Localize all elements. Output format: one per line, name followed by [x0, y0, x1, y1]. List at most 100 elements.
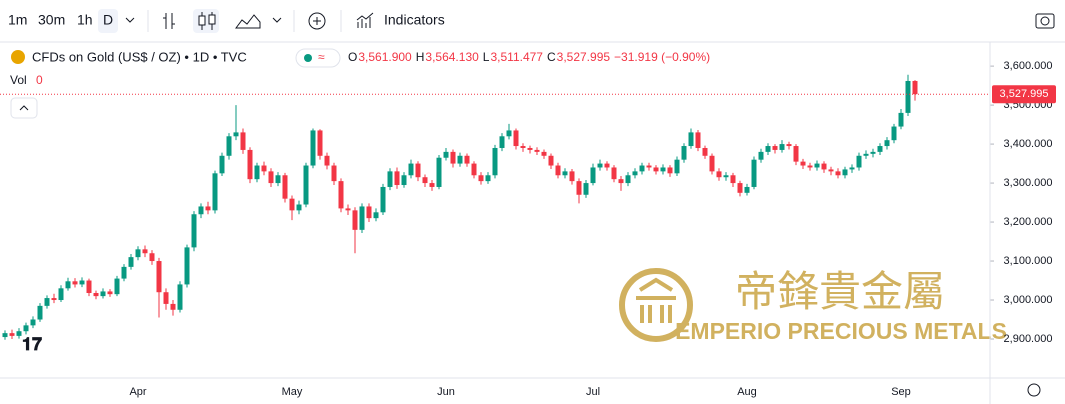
candle-body	[618, 179, 624, 184]
candle-body	[730, 175, 736, 184]
candle-body	[912, 80, 918, 95]
compare-icon[interactable]	[308, 12, 326, 30]
symbol-title: CFDs on Gold (US$ / OZ) • 1D • TVC	[32, 49, 247, 64]
interval-button[interactable]: D	[103, 12, 113, 28]
candle-body	[443, 151, 449, 158]
candle-body	[800, 161, 806, 166]
status-badge[interactable]	[295, 48, 341, 68]
candle-body	[177, 284, 183, 310]
area-icon[interactable]	[235, 14, 261, 29]
candle-body	[492, 147, 498, 176]
candle-body	[450, 151, 456, 164]
candle-body	[37, 305, 43, 320]
candle-body	[9, 333, 15, 336]
indicators-button[interactable]: Indicators	[384, 12, 445, 28]
candle-body	[555, 165, 561, 176]
last-price-label: 3,527.995	[1000, 88, 1049, 100]
collapse-button[interactable]	[10, 97, 38, 119]
candle-body	[751, 159, 757, 187]
candle-body	[527, 147, 533, 150]
settings-icon[interactable]	[1027, 383, 1041, 397]
interval-button[interactable]: 1h	[77, 12, 93, 28]
y-tick-label: 3,000.000	[1004, 294, 1053, 306]
candle-body	[499, 136, 505, 148]
candle-body	[611, 167, 617, 180]
status-icon: ≈	[318, 50, 325, 64]
candle-body	[646, 165, 652, 168]
candle-body	[303, 165, 309, 205]
candle-body	[30, 319, 36, 326]
candle-body	[744, 186, 750, 193]
candle-body	[289, 198, 295, 211]
snapshot-icon-lens	[1040, 16, 1050, 26]
candle-body	[387, 171, 393, 187]
candle-body	[569, 171, 575, 182]
ohlc-key: O	[348, 50, 357, 64]
candle-body	[51, 298, 57, 301]
interval-button[interactable]: 1m	[8, 12, 27, 28]
candle-body	[870, 151, 876, 154]
candle-body	[534, 149, 540, 152]
interval-button[interactable]: 30m	[38, 12, 65, 28]
candle-body	[597, 163, 603, 168]
candle-body	[625, 175, 631, 184]
candle-body	[107, 291, 113, 295]
toolbar: 1m 30m 1h D Indicators	[0, 9, 1065, 43]
candle-body	[128, 257, 134, 267]
symbol-icon	[11, 50, 25, 64]
candle-body	[604, 163, 610, 168]
candle-body	[436, 157, 442, 187]
candle-body	[891, 126, 897, 141]
dropdown-icon[interactable]	[125, 17, 135, 23]
x-tick-label: Sep	[891, 386, 911, 398]
snapshot-icon[interactable]	[1035, 13, 1055, 29]
change: −31.919 (−0.90%)	[614, 50, 710, 64]
candle-body	[296, 204, 302, 211]
bars-icon[interactable]	[163, 13, 175, 29]
ohlc-value: 3,511.477	[490, 50, 543, 64]
dropdown-icon[interactable]	[272, 17, 282, 23]
candle-body	[149, 253, 155, 262]
candle-body	[856, 155, 862, 168]
candle-body	[79, 280, 85, 285]
candle-body	[366, 206, 372, 219]
indicators-icon[interactable]	[356, 12, 374, 28]
candle-body	[408, 163, 414, 176]
y-tick-label: 2,900.000	[1004, 333, 1053, 345]
candle-body	[121, 266, 127, 279]
candle-body	[212, 173, 218, 211]
candle-body	[786, 144, 792, 147]
candle-body	[254, 165, 260, 180]
watermark-english: EMPERIO PRECIOUS METALS	[675, 318, 1007, 344]
ohlc-key: C	[547, 50, 556, 64]
candle-body	[198, 206, 204, 215]
candles-icon-body	[198, 15, 206, 26]
candle-body	[72, 281, 78, 285]
candle-body	[156, 261, 162, 293]
candle-body	[380, 186, 386, 213]
candle-body	[772, 146, 778, 150]
candle-body	[513, 130, 519, 147]
candle-body	[142, 249, 148, 254]
candle-body	[884, 140, 890, 147]
candle-body	[828, 169, 834, 172]
candle-body	[233, 132, 239, 137]
active-interval-bg	[98, 9, 118, 33]
candle-body	[639, 165, 645, 172]
candle-body	[765, 146, 771, 152]
candle-body	[835, 171, 841, 176]
candle-body	[758, 151, 764, 160]
candle-body	[114, 278, 120, 295]
candle-body	[100, 291, 106, 297]
x-tick-label: May	[282, 386, 303, 398]
y-tick-label: 3,200.000	[1004, 216, 1053, 228]
y-tick-label: 3,600.000	[1004, 60, 1053, 72]
candle-body	[583, 183, 589, 195]
candle-body	[191, 214, 197, 248]
x-tick-label: Jun	[437, 386, 455, 398]
candle-body	[331, 165, 337, 182]
candle-body	[905, 80, 911, 113]
